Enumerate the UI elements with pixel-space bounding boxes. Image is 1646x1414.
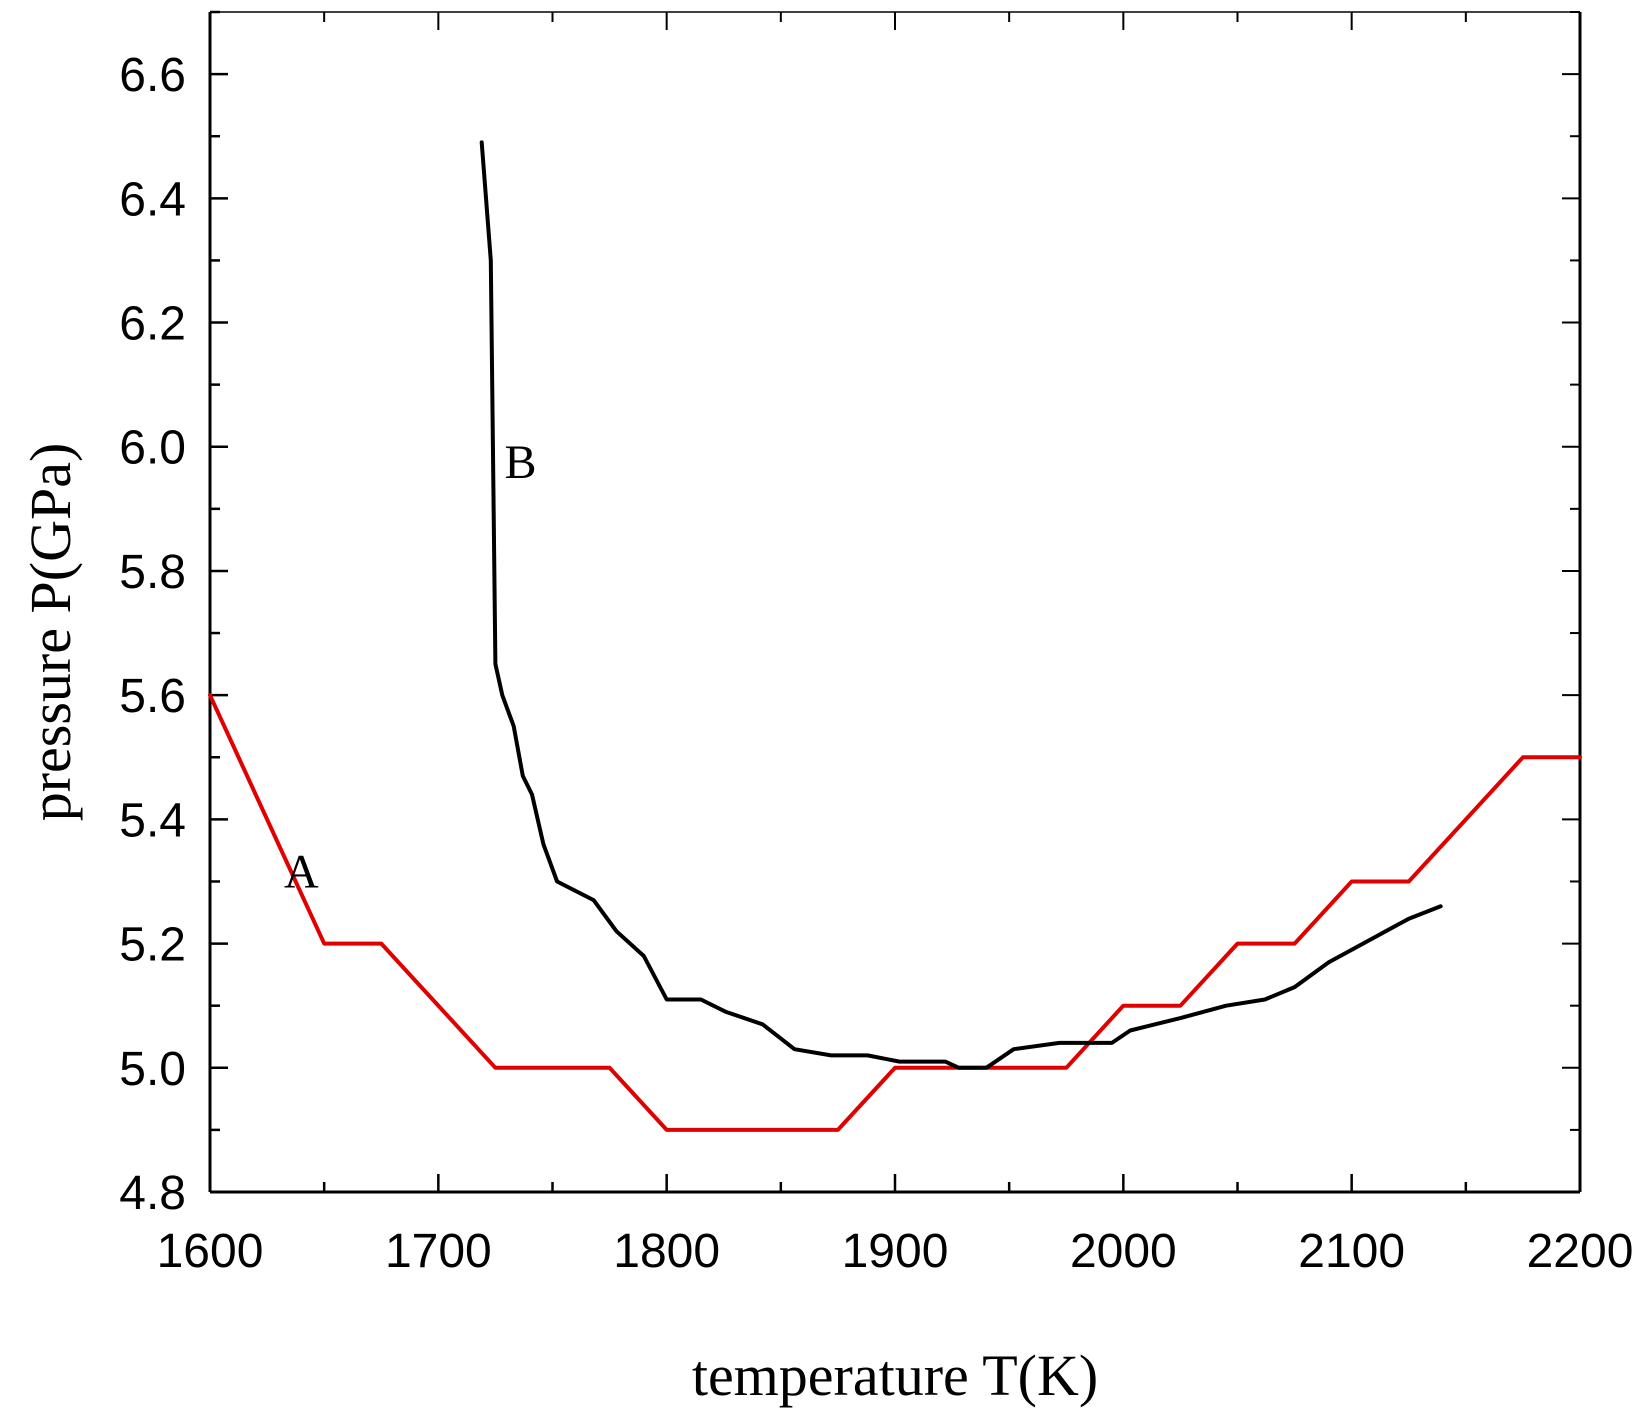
- x-tick-label: 1900: [842, 1225, 949, 1278]
- plot-frame: [208, 11, 1582, 1194]
- series-a-label: A: [284, 846, 319, 899]
- series-layer: [208, 140, 1582, 1132]
- x-tick-label: 1700: [385, 1225, 492, 1278]
- y-tick-label: 5.4: [119, 794, 186, 847]
- y-tick-label: 4.8: [119, 1167, 186, 1220]
- y-axis: 4.8 5.0 5.2 5.4 5.6 5.8 6.0 6.2 6.4 6.6: [119, 10, 1580, 1220]
- x-axis: 1600 1700 1800 1900 2000 2100 2200: [157, 12, 1634, 1278]
- y-tick-label: 6.4: [119, 173, 186, 226]
- x-tick-label: 2100: [1298, 1225, 1405, 1278]
- y-tick-label: 6.2: [119, 298, 186, 351]
- y-axis-title: pressure P(GPa): [18, 443, 83, 822]
- y-tick-label: 5.8: [119, 546, 186, 599]
- series-b-label: B: [505, 436, 537, 489]
- x-tick-label: 1800: [613, 1225, 720, 1278]
- y-tick-label: 6.0: [119, 422, 186, 475]
- series-a-line: [208, 693, 1582, 1132]
- y-tick-label: 6.6: [119, 49, 186, 102]
- y-tick-label: 5.6: [119, 670, 186, 723]
- x-axis-title: temperature T(K): [692, 1343, 1098, 1408]
- x-tick-label: 2200: [1527, 1225, 1634, 1278]
- series-b-line: [479, 140, 1443, 1070]
- labels-layer: AB: [284, 436, 537, 899]
- y-tick-label: 5.2: [119, 919, 186, 972]
- y-tick-label: 5.0: [119, 1043, 186, 1096]
- x-tick-label: 1600: [157, 1225, 264, 1278]
- x-tick-label: 2000: [1070, 1225, 1177, 1278]
